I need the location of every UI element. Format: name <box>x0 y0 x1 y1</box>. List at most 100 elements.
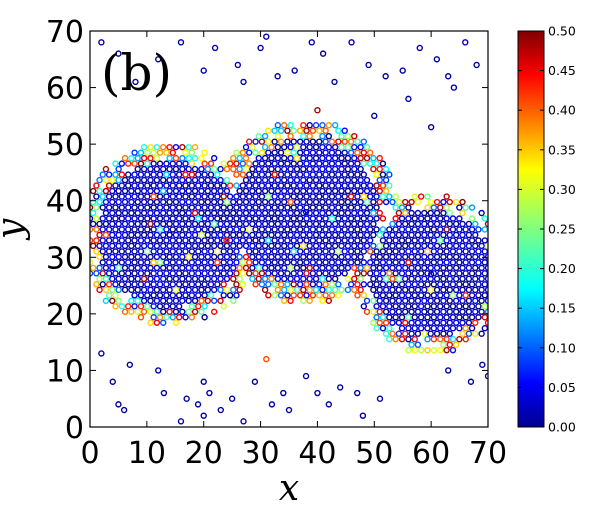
data-point <box>319 253 326 261</box>
data-point <box>366 248 374 255</box>
data-point <box>306 286 313 294</box>
data-point <box>344 132 352 140</box>
data-point <box>125 160 132 167</box>
data-point <box>414 341 422 348</box>
data-point <box>274 275 282 283</box>
data-point <box>347 237 355 244</box>
data-point <box>236 231 243 239</box>
data-point <box>147 176 154 184</box>
data-point <box>402 286 409 294</box>
data-point <box>179 154 186 162</box>
data-point <box>427 231 434 239</box>
data-point <box>357 176 364 184</box>
data-point <box>417 314 425 321</box>
data-point <box>131 204 138 211</box>
data-point <box>134 264 141 272</box>
data-point <box>258 259 266 266</box>
data-point <box>459 308 466 315</box>
data-point <box>277 281 285 288</box>
data-point <box>424 292 431 299</box>
data-point <box>147 220 154 228</box>
data-point <box>405 204 412 211</box>
data-point <box>322 215 329 222</box>
data-point <box>160 275 167 283</box>
data-point <box>230 275 237 283</box>
colorbar-tick-label: 0.25 <box>548 222 576 237</box>
data-point <box>408 264 415 272</box>
data-point <box>166 198 173 206</box>
data-point <box>160 319 167 326</box>
data-point <box>398 281 406 288</box>
data-point <box>121 187 129 195</box>
data-point <box>131 259 138 266</box>
data-point <box>440 308 447 315</box>
data-point <box>217 297 224 304</box>
data-point <box>341 259 348 266</box>
data-point <box>360 270 368 277</box>
y-tick-label: 70 <box>46 15 84 50</box>
data-point <box>271 171 278 178</box>
data-point <box>105 237 113 244</box>
data-point <box>347 204 355 211</box>
data-point <box>144 303 151 310</box>
data-point <box>462 204 469 211</box>
data-point <box>293 198 301 206</box>
data-point <box>290 248 297 255</box>
data-point <box>191 264 199 272</box>
data-point <box>370 231 377 239</box>
data-point <box>363 198 371 206</box>
data-point <box>175 303 183 310</box>
data-point <box>382 297 390 304</box>
data-point <box>90 270 94 277</box>
data-point <box>233 149 240 156</box>
data-point <box>185 264 192 272</box>
data-point <box>182 171 189 178</box>
data-point <box>382 165 390 173</box>
data-point <box>398 226 406 233</box>
data-point <box>319 143 326 151</box>
data-point <box>408 286 415 294</box>
data-point <box>210 286 218 294</box>
data-point <box>322 237 329 244</box>
data-point <box>265 193 272 200</box>
data-point <box>150 292 157 299</box>
data-point <box>198 286 205 294</box>
data-point <box>182 237 189 244</box>
data-point <box>322 270 329 277</box>
data-point <box>475 303 482 310</box>
data-point <box>217 253 224 261</box>
data-point <box>379 182 387 189</box>
data-point <box>112 292 119 299</box>
data-point <box>437 303 444 310</box>
data-point <box>163 226 170 233</box>
data-point <box>93 226 100 233</box>
data-point <box>150 281 157 288</box>
data-point <box>312 165 320 173</box>
data-point <box>427 264 434 272</box>
data-point <box>153 220 161 228</box>
data-point <box>96 275 103 283</box>
data-point <box>223 198 231 206</box>
data-point <box>300 132 307 140</box>
data-point <box>153 154 161 162</box>
data-point <box>118 237 126 244</box>
data-point <box>338 242 345 250</box>
data-point <box>370 264 377 272</box>
data-point <box>233 259 240 266</box>
data-point <box>261 275 269 283</box>
data-point <box>421 319 428 326</box>
data-point <box>405 248 412 255</box>
data-point <box>389 330 396 337</box>
data-point <box>204 165 212 173</box>
data-point <box>137 303 145 310</box>
data-point <box>128 154 135 162</box>
data-point <box>446 297 453 304</box>
data-point <box>411 237 418 244</box>
data-point <box>252 259 259 266</box>
data-point <box>408 209 415 217</box>
data-point <box>354 226 361 233</box>
data-point <box>195 270 202 277</box>
data-point <box>440 220 447 228</box>
data-point <box>287 297 294 304</box>
data-point <box>296 226 304 233</box>
